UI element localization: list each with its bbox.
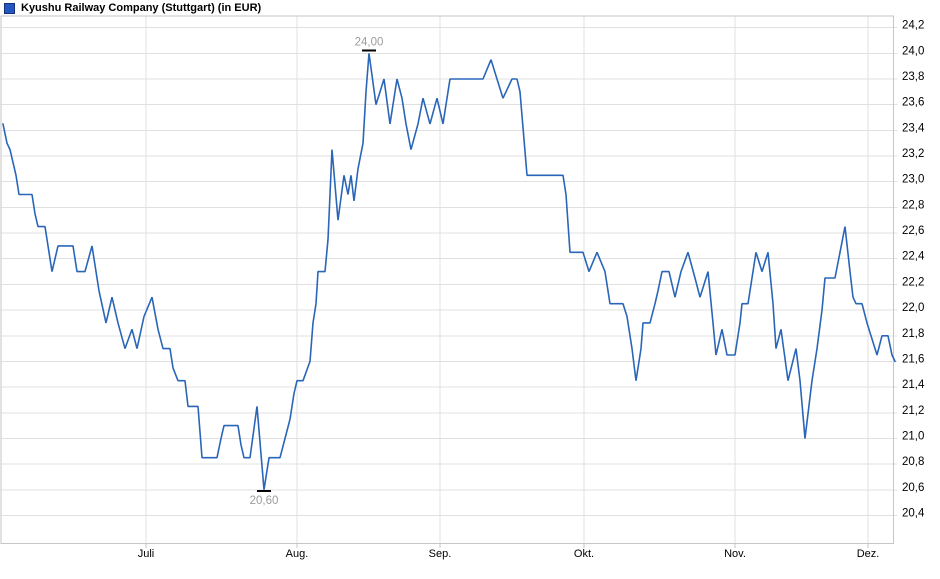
high-annotation: 24,00	[355, 36, 384, 48]
x-tick-label: Aug.	[286, 548, 309, 560]
annotations: 24,00 20,60	[250, 36, 384, 507]
y-tick-label: 21,4	[902, 379, 925, 391]
y-tick-label: 23,8	[902, 71, 924, 83]
y-tick-label: 22,8	[902, 199, 924, 211]
y-tick-label: 23,2	[902, 148, 924, 160]
y-tick-label: 23,6	[902, 97, 924, 109]
y-tick-label: 21,0	[902, 430, 924, 442]
gridlines	[1, 16, 898, 548]
x-tick-label: Juli	[138, 548, 155, 560]
y-tick-label: 21,8	[902, 328, 924, 340]
x-axis-labels: Juli Aug. Sep. Okt. Nov. Dez.	[138, 548, 880, 560]
y-axis-labels: 24,2 24,0 23,8 23,6 23,4 23,2 23,0 22,8 22,6 22,4…	[902, 20, 925, 520]
x-tick-label: Nov.	[724, 548, 746, 560]
y-tick-label: 20,6	[902, 482, 924, 494]
y-tick-label: 22,6	[902, 225, 924, 237]
low-annotation: 20,60	[250, 495, 279, 507]
plot-frame	[0, 15, 894, 544]
x-tick-label: Dez.	[857, 548, 880, 560]
y-tick-label: 23,4	[902, 122, 925, 134]
y-tick-label: 24,0	[902, 45, 924, 57]
series-legend-swatch	[4, 2, 15, 14]
y-tick-label: 22,2	[902, 276, 924, 288]
x-tick-label: Okt.	[574, 548, 594, 560]
y-tick-label: 24,2	[902, 20, 924, 32]
chart-title: Kyushu Railway Company (Stuttgart) (in E…	[21, 2, 262, 14]
y-tick-label: 22,0	[902, 302, 924, 314]
x-tick-label: Sep.	[429, 548, 452, 560]
y-tick-label: 21,6	[902, 353, 924, 365]
y-tick-label: 20,4	[902, 508, 925, 520]
chart-legend: Kyushu Railway Company (Stuttgart) (in E…	[4, 2, 261, 14]
y-tick-label: 20,8	[902, 456, 924, 468]
y-tick-label: 22,4	[902, 251, 925, 263]
price-line	[2, 53, 896, 490]
y-tick-label: 21,2	[902, 405, 924, 417]
y-tick-label: 23,0	[902, 174, 924, 186]
